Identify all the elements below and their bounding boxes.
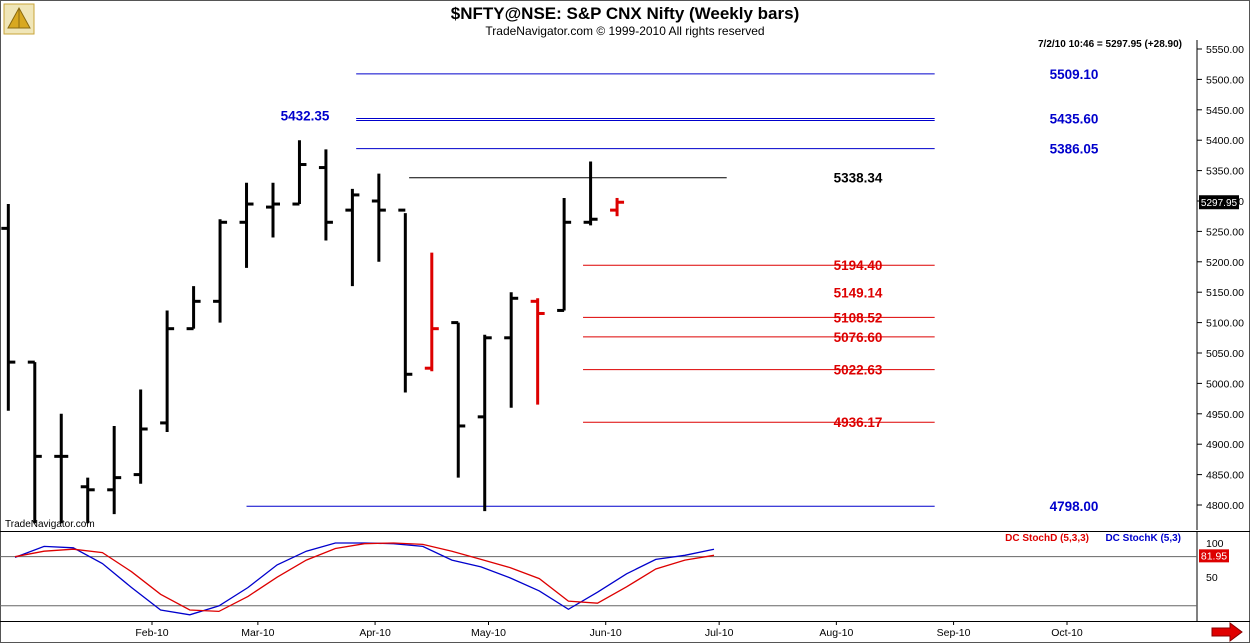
support-resistance-levels: 5509.10 5435.60 5432.35 5386.05 5338.34 5194.… bbox=[246, 67, 1099, 514]
oscillator-series-stochk bbox=[14, 542, 715, 616]
oscillator-tick-label: 50 bbox=[1206, 572, 1218, 584]
level-label: 5509.10 bbox=[1050, 67, 1099, 82]
price-tick-label: 5000.00 bbox=[1206, 378, 1244, 390]
chart-subtitle: TradeNavigator.com © 1999-2010 All right… bbox=[485, 24, 764, 38]
tradenavigator-logo-icon[interactable] bbox=[3, 3, 35, 35]
stochd-legend: DC StochD (5,3,3) bbox=[1005, 533, 1089, 544]
level-label: 5194.40 bbox=[834, 258, 883, 273]
date-tick-label: Jul-10 bbox=[705, 627, 734, 639]
price-tick-label: 4950.00 bbox=[1206, 409, 1244, 421]
last-price-marker: 5297.95 bbox=[1199, 195, 1239, 210]
price-tick-label: 5250.00 bbox=[1206, 226, 1244, 238]
level-label: 5076.60 bbox=[834, 330, 883, 345]
date-axis-ticks: Feb-10 Mar-10 Apr-10 May-10 Jun-10 Jul-10 Aug-… bbox=[135, 621, 1083, 639]
quote-line: 7/2/10 10:46 = 5297.95 (+28.90) bbox=[1038, 39, 1182, 50]
price-tick-label: 5100.00 bbox=[1206, 318, 1244, 330]
stochk-legend: DC StochK (5,3) bbox=[1105, 533, 1181, 544]
price-tick-label: 5050.00 bbox=[1206, 348, 1244, 360]
date-tick-label: Oct-10 bbox=[1051, 627, 1083, 639]
stochastic-panel: 100 50 81.95 bbox=[0, 538, 1229, 616]
price-tick-label: 5200.00 bbox=[1206, 257, 1244, 269]
date-tick-label: May-10 bbox=[471, 627, 506, 639]
last-price-label: 5297.95 bbox=[1201, 198, 1238, 209]
oscillator-value-box bbox=[1199, 549, 1229, 563]
date-tick-label: Sep-10 bbox=[937, 627, 971, 639]
price-tick-label: 5450.00 bbox=[1206, 105, 1244, 117]
price-tick-label: 4850.00 bbox=[1206, 470, 1244, 482]
level-label: 4798.00 bbox=[1050, 499, 1099, 514]
level-label: 5432.35 bbox=[281, 109, 330, 124]
price-tick-label: 4900.00 bbox=[1206, 439, 1244, 451]
level-label: 5386.05 bbox=[1050, 142, 1099, 157]
chart-title: $NFTY@NSE: S&P CNX Nifty (Weekly bars) bbox=[451, 4, 799, 23]
level-label: 5338.34 bbox=[834, 171, 883, 186]
level-label: 5435.60 bbox=[1050, 112, 1099, 127]
watermark: TradeNavigator.com bbox=[5, 519, 95, 530]
level-label: 5022.63 bbox=[834, 363, 883, 378]
price-tick-label: 5400.00 bbox=[1206, 135, 1244, 147]
price-bars bbox=[1, 140, 625, 524]
price-tick-label: 4800.00 bbox=[1206, 500, 1244, 512]
date-tick-label: Jun-10 bbox=[590, 627, 622, 639]
price-tick-label: 5500.00 bbox=[1206, 74, 1244, 86]
price-tick-label: 5150.00 bbox=[1206, 287, 1244, 299]
oscillator-value-label: 81.95 bbox=[1201, 550, 1227, 562]
date-tick-label: Apr-10 bbox=[359, 627, 391, 639]
date-tick-label: Aug-10 bbox=[819, 627, 853, 639]
level-label: 4936.17 bbox=[834, 415, 883, 430]
level-label: 5149.14 bbox=[834, 286, 883, 301]
scroll-right-arrow-icon[interactable] bbox=[1211, 622, 1243, 642]
date-tick-label: Mar-10 bbox=[241, 627, 274, 639]
date-tick-label: Feb-10 bbox=[135, 627, 168, 639]
oscillator-tick-label: 100 bbox=[1206, 538, 1224, 550]
oscillator-series-stochd bbox=[14, 542, 715, 613]
price-tick-label: 5350.00 bbox=[1206, 166, 1244, 178]
level-label: 5108.52 bbox=[834, 310, 883, 325]
price-tick-label: 5550.00 bbox=[1206, 44, 1244, 56]
